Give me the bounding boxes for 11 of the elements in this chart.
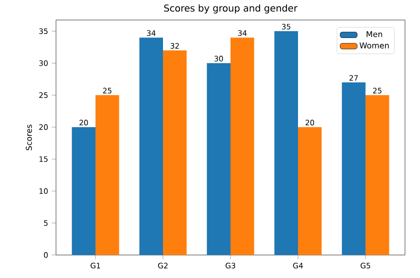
bar [298,127,322,255]
bar [230,38,254,255]
bar [162,50,187,255]
bar [95,95,120,255]
bar [206,63,231,255]
bar [342,82,366,255]
bar [274,31,298,255]
bar [366,95,390,255]
bar [72,127,96,255]
chart-title: Scores by group and gender [164,4,298,14]
bar [139,38,163,255]
